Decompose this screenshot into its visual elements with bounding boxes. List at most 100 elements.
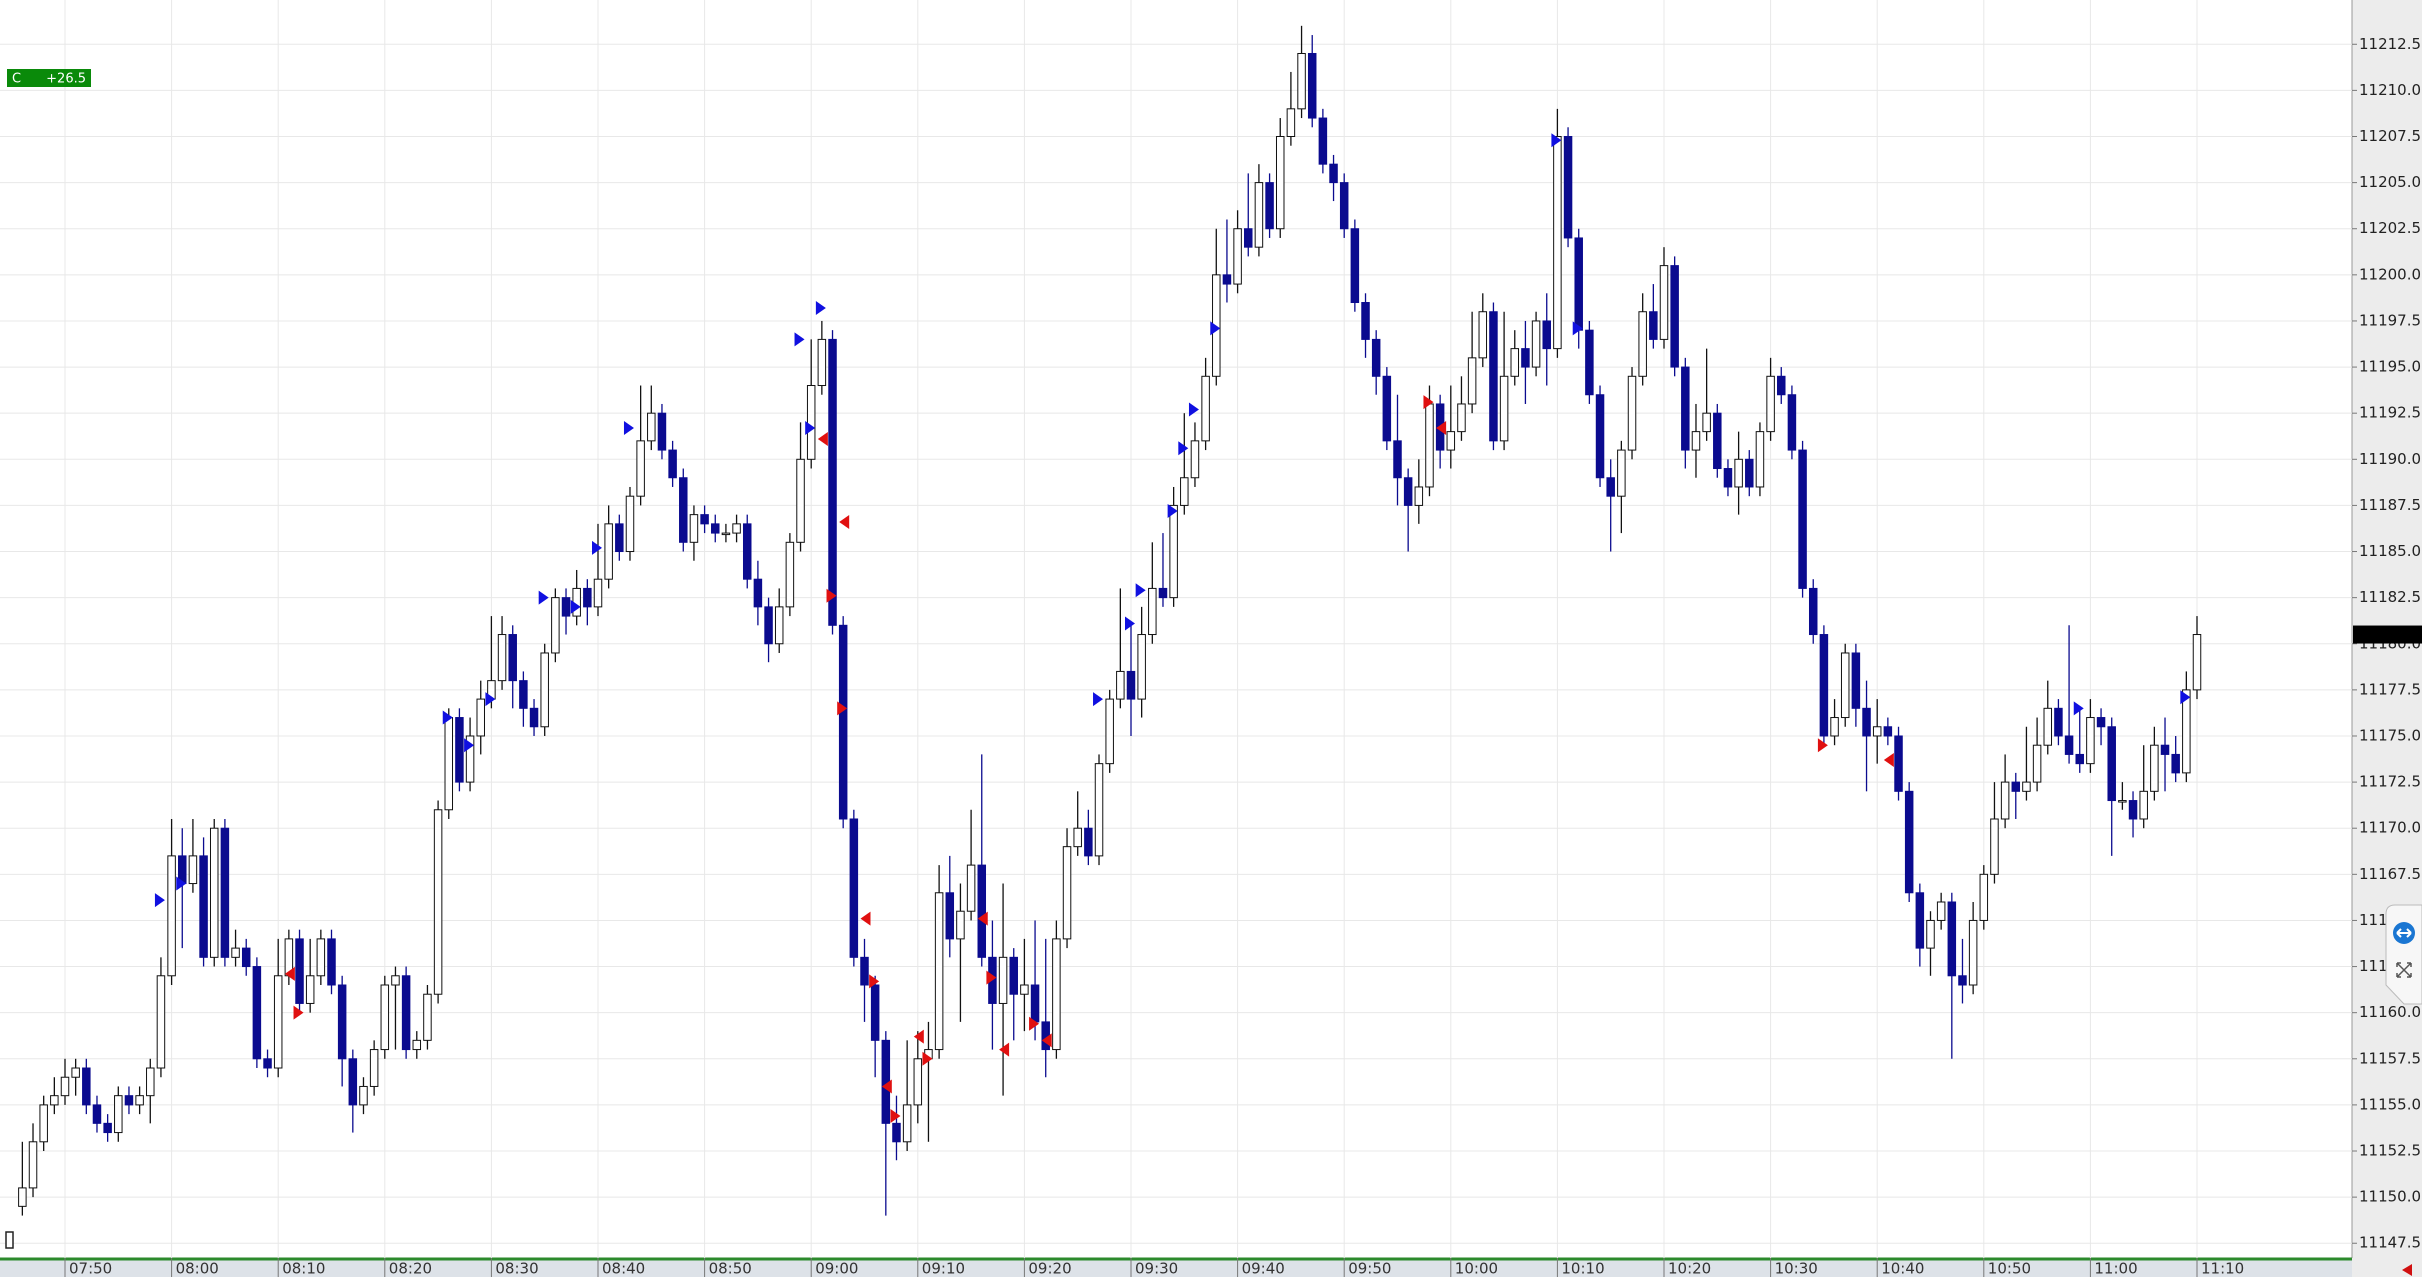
candle-body: [1851, 652, 1861, 709]
trade-marker: [592, 540, 602, 555]
candle-body: [1936, 901, 1946, 921]
trade-marker: [154, 893, 165, 908]
y-tick-label: 11205.0: [2359, 173, 2421, 191]
candle-body: [465, 735, 475, 783]
candle-body: [796, 458, 805, 543]
candle-body: [838, 624, 848, 820]
y-tick-label: 11155.0: [2359, 1095, 2421, 1113]
candle-body: [1745, 458, 1754, 488]
candle-body: [305, 975, 315, 1004]
candle-body: [2075, 753, 2084, 765]
candle-body: [1201, 375, 1210, 442]
widget-expand[interactable]: [2396, 962, 2412, 978]
trade-marker: [805, 420, 816, 435]
trade-marker: [1167, 503, 1178, 518]
candle-body: [1116, 670, 1125, 700]
trade-marker: [485, 692, 496, 707]
candle-body: [1329, 163, 1338, 184]
candle-body: [1052, 938, 1061, 1051]
candle-body: [1830, 717, 1839, 737]
candle-body: [668, 449, 677, 479]
y-tick-label: 11187.5: [2359, 496, 2421, 514]
candle-body: [1361, 302, 1370, 340]
y-tick-label: 11207.5: [2359, 127, 2421, 145]
candle-body: [2000, 781, 2010, 820]
candle-body: [2086, 717, 2095, 765]
candle-body: [1723, 468, 1733, 488]
candle-body: [828, 338, 837, 626]
candle-body: [583, 587, 592, 608]
candle-body: [241, 947, 251, 968]
candle-body: [1148, 587, 1157, 636]
candle-body: [1691, 431, 1701, 451]
badge-label: C: [12, 72, 21, 87]
candle-body: [1190, 440, 1200, 479]
y-tick-label: 11202.5: [2359, 219, 2421, 237]
candle-body: [604, 523, 613, 580]
candle-body: [647, 412, 656, 442]
candle-body: [124, 1095, 134, 1106]
candle-body: [1073, 827, 1082, 848]
candle-body: [1755, 431, 1765, 488]
candle-body: [209, 827, 219, 958]
candle-body: [1425, 403, 1434, 488]
candle-body: [1169, 504, 1178, 599]
candle-body: [476, 698, 485, 737]
trade-marker: [1029, 1016, 1040, 1031]
candle-body: [870, 984, 880, 1041]
candle-body: [1595, 394, 1605, 479]
candle-body: [1979, 873, 1989, 921]
trade-marker: [623, 420, 634, 435]
y-tick-label: 11212.5: [2359, 35, 2421, 53]
candle-body: [657, 412, 667, 451]
side-widget[interactable]: [2385, 904, 2422, 1005]
candle-body: [455, 717, 464, 783]
x-tick-label: 10:10: [1561, 1260, 1604, 1277]
trade-marker: [293, 1005, 304, 1020]
candle-body: [39, 1104, 48, 1143]
candle-body: [1670, 265, 1679, 368]
y-tick-label: 11157.5: [2359, 1049, 2421, 1067]
candle-body: [1862, 707, 1871, 737]
corner-box: [5, 1231, 14, 1249]
candle-body: [167, 855, 176, 977]
candle-body: [1649, 311, 1658, 340]
candle-body: [817, 338, 827, 387]
candle-body: [636, 440, 645, 497]
candle-body: [1819, 634, 1829, 737]
y-tick-label: 11192.5: [2359, 404, 2421, 422]
trade-marker: [922, 1051, 933, 1066]
candle-body: [146, 1067, 155, 1097]
y-tick-label: 11147.5: [2359, 1234, 2421, 1252]
candle-body: [1617, 449, 1626, 497]
scroll-arrow[interactable]: [2402, 1264, 2412, 1276]
candle-body: [1606, 477, 1615, 497]
trade-marker: [1093, 692, 1104, 707]
trade-marker: [570, 599, 581, 614]
candle-body: [519, 680, 528, 709]
candle-body: [2160, 744, 2170, 755]
candle-body: [785, 541, 795, 608]
candle-body: [18, 1187, 27, 1207]
candle-body: [1499, 375, 1509, 442]
x-tick-label: 10:40: [1881, 1260, 1924, 1277]
candle-body: [1094, 763, 1104, 857]
candle-body: [337, 984, 347, 1060]
x-tick-label: 08:10: [282, 1260, 325, 1277]
candle-body: [1020, 984, 1029, 995]
trade-marker: [881, 1079, 892, 1094]
y-tick-label: 11210.0: [2359, 81, 2421, 99]
candle-body: [1840, 652, 1850, 719]
candle-body: [71, 1067, 80, 1078]
candle-body: [188, 855, 198, 885]
candle-body: [1382, 375, 1392, 442]
candle-body: [593, 578, 603, 608]
trade-marker: [1423, 395, 1434, 410]
candle-body: [1350, 228, 1360, 304]
x-tick-label: 09:10: [922, 1260, 965, 1277]
candle-body: [444, 717, 454, 811]
candle-body: [2054, 707, 2063, 737]
candle-body: [348, 1058, 358, 1106]
y-tick-label: 11172.5: [2359, 773, 2421, 791]
